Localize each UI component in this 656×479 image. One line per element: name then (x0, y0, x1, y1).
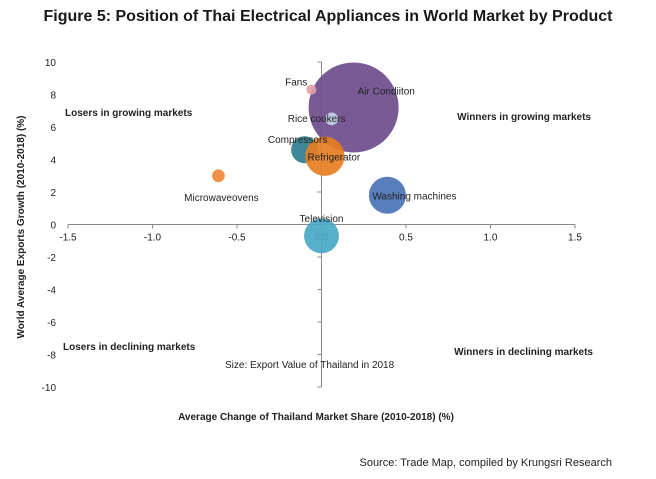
y-tick-label: -6 (47, 318, 56, 329)
point-label-television: Television (300, 214, 344, 225)
size-note: Size: Export Value of Thailand in 2018 (225, 360, 395, 371)
x-tick-label: -0.5 (228, 233, 246, 244)
y-tick-label: 0 (50, 221, 56, 232)
quadrant-label-top-left: Losers in growing markets (65, 108, 193, 119)
x-axis-label: Average Change of Thailand Market Share … (178, 412, 454, 423)
point-label-refrigerator: Refrigerator (307, 152, 360, 163)
point-label-microwave-ovens: Microwaveovens (184, 193, 258, 204)
bubbles (212, 62, 406, 254)
y-tick-label: -8 (47, 351, 56, 362)
quadrant-label-top-right: Winners in growing markets (457, 112, 591, 123)
point-label-washing-machines: Washing machines (372, 191, 456, 202)
y-tick-label: -10 (42, 383, 57, 394)
point-label-fans: Fans (285, 78, 307, 89)
x-tick-label: -1.5 (59, 233, 77, 244)
bubble-television (304, 218, 339, 254)
point-label-rice-cookers: Rice cookers (288, 114, 346, 125)
bubble-rice-cookers (325, 112, 339, 126)
y-axis-label: World Average Exports Growth (2010-2018)… (16, 115, 27, 338)
y-tick-label: 10 (45, 58, 57, 69)
chart-title: Figure 5: Position of Thai Electrical Ap… (43, 8, 613, 25)
bubble-fans (306, 84, 317, 95)
x-tick-label: 1.5 (568, 233, 582, 244)
x-tick-label: 1.0 (484, 233, 498, 244)
y-tick-label: 2 (50, 188, 56, 199)
x-tick-label: -1.0 (144, 233, 162, 244)
y-tick-label: 6 (50, 123, 56, 134)
quadrant-label-bottom-left: Losers in declining markets (63, 342, 196, 353)
quadrant-label-bottom-right: Winners in declining markets (454, 347, 593, 358)
x-tick-label: 0.5 (399, 233, 413, 244)
bubble-refrigerator (305, 136, 345, 176)
bubble-air-condition (308, 62, 399, 153)
point-label-air-condition: Air Condiiton (358, 87, 415, 98)
y-tick-label: -4 (47, 286, 56, 297)
source-note: Source: Trade Map, compiled by Krungsri … (359, 457, 612, 469)
point-label-compressors: Compressors (268, 135, 327, 146)
y-tick-label: 8 (50, 91, 56, 102)
y-tick-label: 4 (50, 156, 56, 167)
point-labels: Air Condiiton Fans Rice cookers Compressors… (184, 78, 456, 225)
y-tick-label: -2 (47, 253, 56, 264)
bubble-washing-machines (368, 176, 406, 214)
quadrant-labels: Losers in growing markets Winners in grow… (63, 108, 593, 358)
bubble-microwave-ovens (212, 169, 225, 183)
